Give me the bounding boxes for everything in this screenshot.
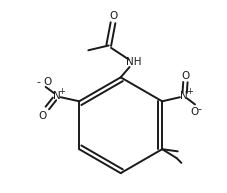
Text: O: O bbox=[38, 111, 47, 121]
Text: -: - bbox=[37, 77, 40, 87]
Text: O: O bbox=[43, 77, 52, 87]
Text: O: O bbox=[190, 107, 199, 117]
Text: N: N bbox=[53, 91, 60, 101]
Text: -: - bbox=[198, 104, 202, 114]
Text: O: O bbox=[109, 11, 117, 21]
Text: N: N bbox=[180, 91, 188, 101]
Text: +: + bbox=[186, 87, 193, 96]
Text: +: + bbox=[58, 87, 65, 96]
Text: NH: NH bbox=[126, 57, 142, 67]
Text: O: O bbox=[181, 71, 190, 81]
